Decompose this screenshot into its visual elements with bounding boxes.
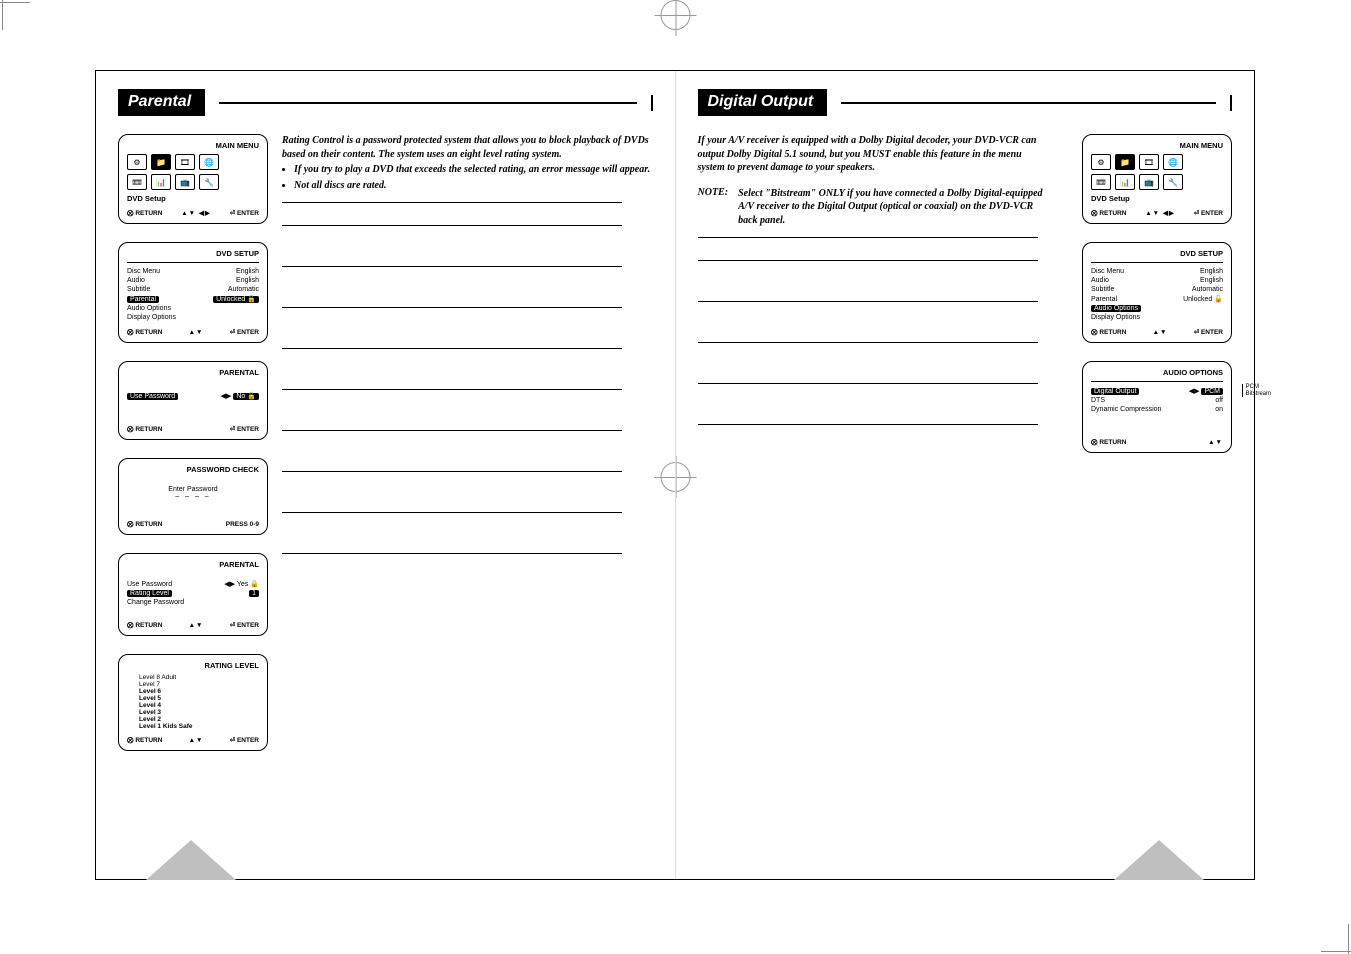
osd-row[interactable]: Digital Output◀▶ PCM [1091,386,1223,396]
step-lines [282,225,653,554]
osd-row[interactable]: Audio Options [1091,304,1223,313]
osd-row[interactable]: Disc MenuEnglish [1091,267,1223,276]
osd-rating-level: RATING LEVEL Level 8 AdultLevel 7Level 6… [118,654,268,751]
use-password-row[interactable]: Use Password ◀▶ No [127,391,259,401]
osd-dvd-setup: DVD SETUP Disc MenuEnglishAudioEnglishSu… [118,242,268,343]
menu-icon[interactable]: 📊 [1115,174,1135,190]
text-column-right: If your A/V receiver is equipped with a … [698,134,1048,453]
osd-main-menu: MAIN MENU ⚙ 📁 🎞 🌐 📼 📊 📺 🔧 DVD Setup ⨂ RE… [1082,134,1232,224]
osd-parental: PARENTAL Use Password ◀▶ No ⨂ RETURN ⏎ E… [118,361,268,440]
main-menu-selected: DVD Setup [1091,194,1223,203]
osd-column-right: MAIN MENU ⚙ 📁 🎞 🌐 📼 📊 📺 🔧 DVD Setup ⨂ RE… [1082,134,1232,453]
text-column-left: Rating Control is a password protected s… [282,134,653,751]
osd-row[interactable]: Display Options [127,313,259,322]
rating-level-item[interactable]: Level 8 Adult [139,674,259,681]
menu-icon[interactable]: 🔧 [1163,174,1183,190]
osd-row[interactable]: Audio Options [127,304,259,313]
menu-icon[interactable]: ⚙ [1091,154,1111,170]
menu-icon[interactable]: 📼 [127,174,147,190]
menu-icon[interactable]: 📁 [1115,154,1135,170]
page-left: Parental MAIN MENU ⚙ 📁 🎞 🌐 📼 📊 📺 [96,71,675,879]
section-title: Digital Output [698,89,828,116]
corner-decoration [1114,840,1204,880]
menu-icon[interactable]: 🎞 [175,154,195,170]
enter-password-label: Enter Password [127,486,259,493]
osd-row[interactable]: SubtitleAutomatic [1091,285,1223,294]
rating-level-item[interactable]: Level 6 [139,688,259,695]
spread: Parental MAIN MENU ⚙ 📁 🎞 🌐 📼 📊 📺 [95,70,1255,880]
rating-level-item[interactable]: Level 2 [139,716,259,723]
menu-icon[interactable]: 📺 [1139,174,1159,190]
rating-level-item[interactable]: Level 3 [139,709,259,716]
osd-row[interactable]: AudioEnglish [1091,276,1223,285]
osd-row[interactable]: SubtitleAutomatic [127,285,259,294]
osd-title: MAIN MENU [216,141,259,150]
osd-row[interactable]: Display Options [1091,313,1223,322]
section-title: Parental [118,89,205,116]
note-block: NOTE: Select "Bitstream" ONLY if you hav… [698,187,1048,228]
menu-icon[interactable]: 📺 [175,174,195,190]
rating-level-item[interactable]: Level 1 Kids Safe [139,723,259,730]
menu-icon[interactable]: ⚙ [127,154,147,170]
osd-title: DVD SETUP [216,249,259,258]
osd-row[interactable]: AudioEnglish [127,276,259,285]
osd-audio-options: AUDIO OPTIONS Digital Output◀▶ PCMDTSoff… [1082,361,1232,453]
osd-row[interactable]: ParentalUnlocked [1091,294,1223,304]
osd-row[interactable]: Rating Level1 [127,589,259,598]
osd-column-left: MAIN MENU ⚙ 📁 🎞 🌐 📼 📊 📺 🔧 DVD Setup ⨂ RE… [118,134,268,751]
osd-row[interactable]: ParentalUnlocked [127,294,259,304]
menu-icon[interactable]: 🔧 [199,174,219,190]
rating-level-item[interactable]: Level 7 [139,681,259,688]
osd-row[interactable]: Disc MenuEnglish [127,267,259,276]
menu-icon[interactable]: 📁 [151,154,171,170]
osd-row[interactable]: DTSoff [1091,396,1223,405]
rating-level-item[interactable]: Level 5 [139,695,259,702]
osd-main-menu: MAIN MENU ⚙ 📁 🎞 🌐 📼 📊 📺 🔧 DVD Setup ⨂ RE… [118,134,268,224]
page-right: Digital Output If your A/V receiver is e… [675,71,1255,879]
press-0-9: PRESS 0-9 [226,521,259,528]
password-field[interactable]: – – – – [127,493,259,500]
intro-paragraph: If your A/V receiver is equipped with a … [698,134,1048,175]
osd-row[interactable]: Use Password◀▶ Yes [127,579,259,589]
enter-label: ENTER [237,210,259,217]
section-bar-digital-output: Digital Output [698,89,1233,116]
corner-decoration [146,840,236,880]
arrows-icon: ▲▼ ◀▶ [181,209,211,217]
side-labels: PCM Bitstream [1242,384,1271,397]
osd-row[interactable]: Dynamic Compressionon [1091,405,1223,414]
menu-icon[interactable]: 🎞 [1139,154,1159,170]
rating-level-item[interactable]: Level 4 [139,702,259,709]
return-label: RETURN [135,210,162,217]
menu-icon[interactable]: 📼 [1091,174,1111,190]
osd-parental-2: PARENTAL Use Password◀▶ YesRating Level1… [118,553,268,636]
menu-icon[interactable]: 📊 [151,174,171,190]
main-menu-icons: ⚙ 📁 🎞 🌐 📼 📊 📺 🔧 [127,154,259,190]
osd-password-check: PASSWORD CHECK Enter Password – – – – ⨂ … [118,458,268,535]
intro-paragraph: Rating Control is a password protected s… [282,134,653,192]
section-bar-parental: Parental [118,89,653,116]
menu-icon[interactable]: 🌐 [199,154,219,170]
menu-icon[interactable]: 🌐 [1163,154,1183,170]
main-menu-selected: DVD Setup [127,194,259,203]
step-lines [698,260,1048,425]
osd-dvd-setup: DVD SETUP Disc MenuEnglishAudioEnglishSu… [1082,242,1232,343]
osd-row[interactable]: Change Password [127,598,259,607]
